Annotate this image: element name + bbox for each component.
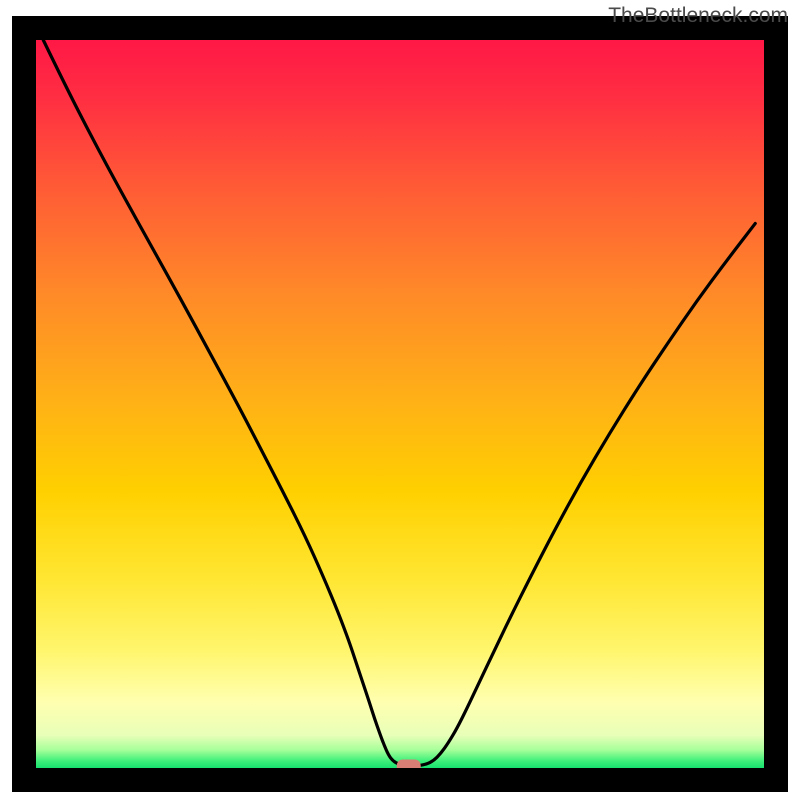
bottleneck-chart	[0, 0, 800, 800]
watermark-text: TheBottleneck.com	[608, 4, 788, 28]
chart-container: TheBottleneck.com	[0, 0, 800, 800]
plot-background	[36, 40, 764, 768]
